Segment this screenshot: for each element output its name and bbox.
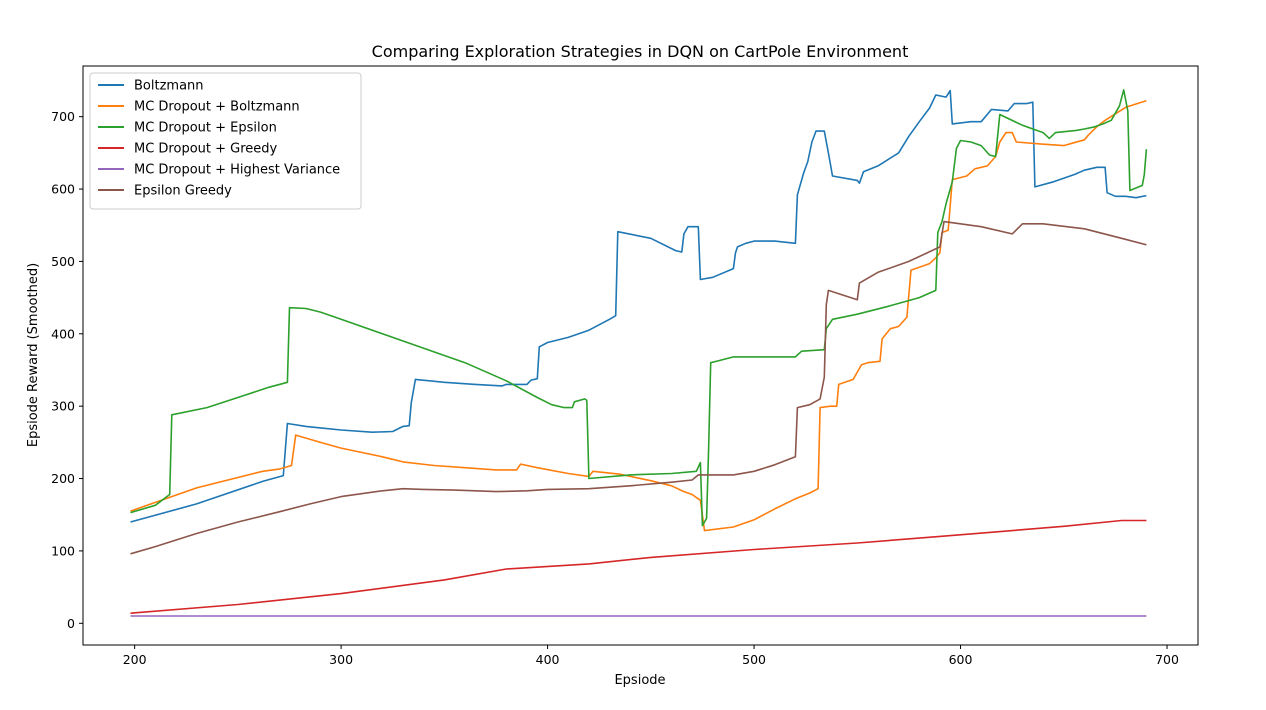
x-tick-label-1: 300 xyxy=(329,652,353,667)
y-tick-label-1: 100 xyxy=(51,543,75,558)
y-tick-label-3: 300 xyxy=(51,399,75,414)
x-tick-label-3: 500 xyxy=(742,652,766,667)
x-tick-label-0: 200 xyxy=(123,652,147,667)
legend-label-5: Epsilon Greedy xyxy=(134,184,232,199)
y-tick-label-4: 400 xyxy=(51,326,75,341)
x-axis-label: Epsiode xyxy=(614,673,665,688)
legend-label-3: MC Dropout + Greedy xyxy=(134,142,278,157)
legend-label-4: MC Dropout + Highest Variance xyxy=(134,163,340,178)
legend-label-0: Boltzmann xyxy=(134,79,204,94)
y-tick-label-7: 700 xyxy=(51,109,75,124)
axes: 200 300 400 500 600 700 0 100 200 300 400 500 600 700 xyxy=(51,65,1199,667)
y-axis-label: Epsiode Reward (Smoothed) xyxy=(26,263,41,447)
y-tick-label-0: 0 xyxy=(67,616,75,631)
series-line-5 xyxy=(130,220,1147,555)
series-line-1 xyxy=(130,99,1147,532)
x-tick-label-5: 700 xyxy=(1155,652,1179,667)
legend-label-2: MC Dropout + Epsilon xyxy=(134,121,277,136)
series-line-0 xyxy=(130,89,1147,523)
y-tick-label-2: 200 xyxy=(51,471,75,486)
y-tick-label-6: 600 xyxy=(51,182,75,197)
legend-label-1: MC Dropout + Boltzmann xyxy=(134,100,300,115)
x-tick-label-4: 600 xyxy=(949,652,973,667)
plot-frame xyxy=(82,65,1199,646)
x-tick-label-2: 400 xyxy=(536,652,560,667)
chart-title: Comparing Exploration Strategies in DQN … xyxy=(372,42,909,61)
legend-box xyxy=(89,72,362,210)
plot-lines xyxy=(130,89,1148,617)
series-line-2 xyxy=(130,89,1148,527)
series-line-3 xyxy=(130,519,1147,614)
y-tick-label-5: 500 xyxy=(51,254,75,269)
legend: Boltzmann MC Dropout + Boltzmann MC Dropou… xyxy=(89,72,362,210)
